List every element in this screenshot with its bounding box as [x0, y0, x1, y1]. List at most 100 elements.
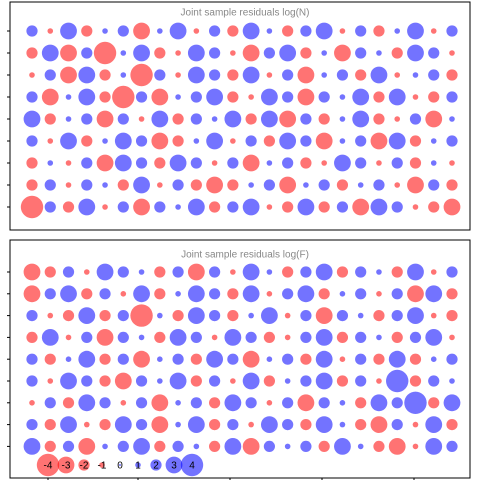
bubble [227, 201, 239, 213]
bubble [318, 113, 330, 125]
bubble [266, 291, 273, 297]
bubble [172, 135, 184, 147]
bubble [282, 69, 294, 81]
bubble [352, 198, 370, 216]
bubble [99, 288, 111, 300]
bubble [130, 63, 153, 87]
legend-bubble [150, 459, 162, 471]
legend-bubble [180, 453, 204, 477]
bubble [26, 353, 38, 365]
bubble [47, 28, 54, 34]
bubble [138, 334, 145, 341]
bubble [135, 157, 148, 169]
bubble [190, 331, 202, 343]
bubble [300, 135, 312, 147]
bubble [120, 50, 127, 56]
bubble [315, 372, 333, 390]
bubble [355, 69, 367, 81]
bubble [391, 201, 403, 213]
bubble [355, 331, 367, 343]
bubble [430, 160, 437, 166]
bubble [78, 394, 96, 412]
bubble [227, 419, 239, 431]
bubble [224, 394, 242, 412]
bubble [266, 204, 273, 210]
bubble [23, 110, 41, 128]
bubble [339, 116, 346, 122]
bubble [187, 263, 205, 281]
bubble [376, 334, 382, 341]
legend-bubble [135, 462, 141, 468]
bubble [391, 157, 403, 169]
bubble [135, 375, 148, 387]
bubble [209, 440, 221, 452]
bubble [41, 329, 59, 346]
bubble [44, 288, 56, 300]
bubble [266, 400, 273, 406]
bubble [315, 307, 333, 324]
bubble [62, 266, 75, 278]
bubble [99, 91, 111, 103]
bubble [114, 416, 132, 433]
bubble [297, 394, 315, 412]
bubble [227, 69, 239, 81]
bubble [26, 135, 38, 147]
bubble [336, 179, 349, 191]
bubble [65, 94, 72, 100]
bubble [99, 353, 111, 365]
bubble [391, 331, 403, 343]
legend-bubble [36, 453, 60, 477]
bubble [81, 375, 93, 387]
bubble [154, 47, 166, 59]
bubble [428, 397, 440, 409]
bubble [284, 443, 291, 450]
bubble [373, 179, 385, 191]
bubble [209, 375, 221, 387]
legend-bubble [165, 456, 183, 474]
bubble [26, 375, 38, 387]
bubble [245, 331, 257, 343]
legend-label: 3 [171, 461, 177, 472]
bubble [263, 331, 275, 343]
bubble [224, 329, 242, 346]
bubble [175, 72, 181, 78]
bubble [388, 132, 406, 150]
bubble [391, 397, 403, 409]
bubble [62, 201, 75, 213]
bubble [300, 47, 312, 59]
bubble [260, 110, 278, 128]
bubble [102, 204, 108, 210]
bubble [446, 440, 458, 452]
bubble [151, 88, 169, 106]
bubble [430, 269, 437, 275]
bubble [355, 47, 367, 59]
bubble [209, 419, 221, 431]
bubble [175, 400, 181, 406]
bubble [60, 285, 77, 303]
bubble [242, 372, 260, 390]
bubble [172, 440, 184, 452]
bubble [44, 201, 56, 213]
bubble [211, 334, 218, 341]
bubble [60, 372, 77, 390]
bubble [29, 72, 35, 78]
bubble [81, 25, 93, 37]
bubble [336, 69, 349, 81]
bubble [428, 47, 440, 59]
bubble [386, 369, 409, 393]
bubble [114, 132, 132, 150]
bubble [300, 310, 312, 322]
bubble [26, 179, 38, 191]
bubble [99, 397, 111, 409]
bubble [394, 116, 401, 122]
bubble [96, 263, 114, 281]
bubble [248, 94, 254, 100]
bubble [370, 66, 388, 84]
bubble [133, 22, 150, 40]
bubble [446, 310, 458, 322]
bubble [412, 94, 419, 100]
bubble [78, 198, 96, 216]
bubble [154, 288, 166, 300]
bubble [407, 285, 424, 303]
